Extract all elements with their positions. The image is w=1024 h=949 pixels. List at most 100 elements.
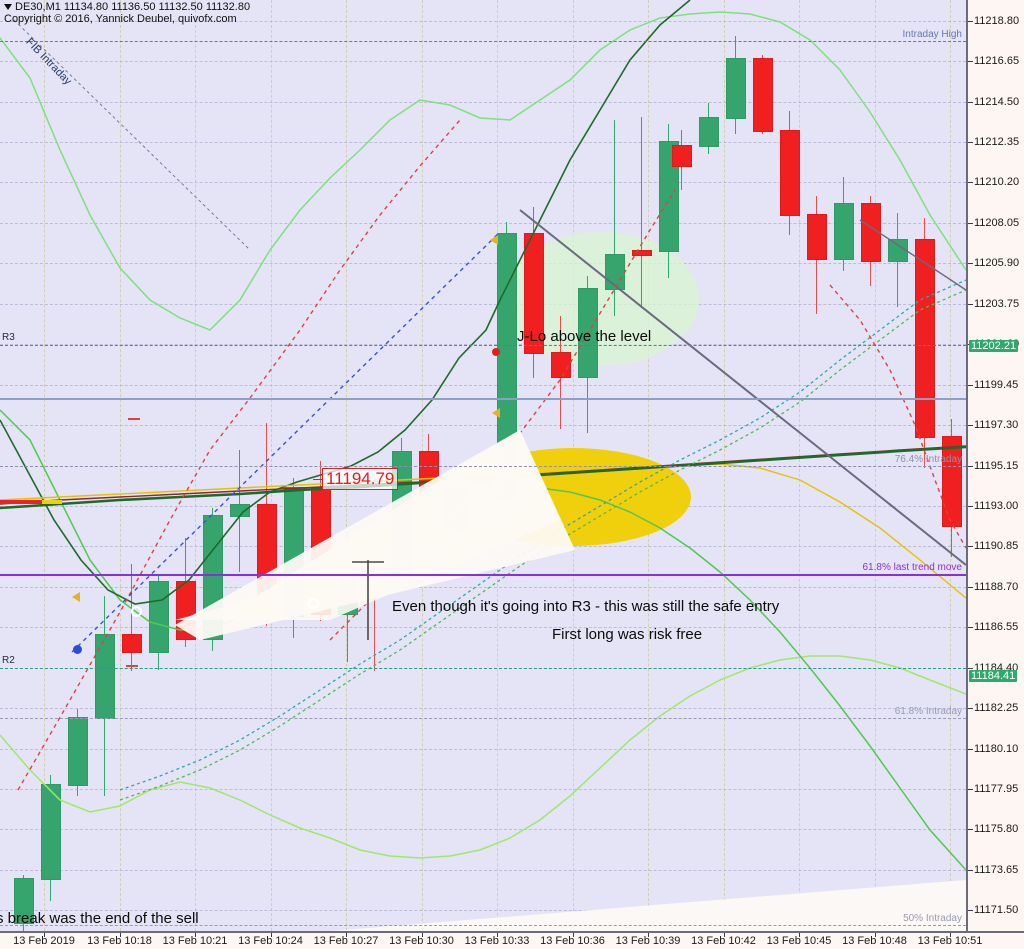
price-axis-label: 11180.10 bbox=[974, 742, 1019, 755]
price-axis-label: 11199.45 bbox=[974, 378, 1019, 391]
gridline-horizontal bbox=[0, 708, 966, 710]
time-axis-label: 13 Feb 10:27 bbox=[313, 935, 379, 947]
price-axis-label: 11173.65 bbox=[974, 863, 1019, 876]
gridline-horizontal bbox=[0, 910, 966, 912]
candlestick bbox=[915, 218, 935, 469]
annotation-risk-free: First long was risk free bbox=[552, 626, 703, 643]
gridline-horizontal bbox=[0, 586, 966, 588]
arrow-marker-1 bbox=[72, 592, 80, 602]
exit-dot-red bbox=[492, 348, 500, 356]
candle-body bbox=[753, 58, 773, 132]
price-axis-label: 11212.35 bbox=[974, 136, 1020, 148]
gridline-horizontal bbox=[0, 303, 966, 305]
price-axis-tick bbox=[968, 425, 973, 427]
price-axis-label: 11214.50 bbox=[974, 95, 1020, 108]
candle-body bbox=[699, 116, 719, 147]
candle-body bbox=[551, 351, 571, 379]
candlestick bbox=[659, 124, 679, 279]
time-axis[interactable]: 13 Feb 2019 13 Feb 10:18 13 Feb 10:21 13 Fe… bbox=[0, 931, 1024, 949]
price-axis-tick bbox=[968, 61, 973, 63]
level-line-last-trend bbox=[0, 574, 966, 576]
price-axis-tick bbox=[968, 384, 973, 386]
time-axis-tick bbox=[270, 933, 272, 937]
candle-body bbox=[659, 141, 679, 253]
candle-wick bbox=[614, 120, 615, 316]
price-axis-tick bbox=[968, 303, 973, 305]
candle-body bbox=[861, 203, 881, 262]
price-axis-label: 11195.15 bbox=[974, 459, 1019, 472]
order-dot-2 bbox=[308, 598, 319, 609]
price-axis-label: 11186.55 bbox=[974, 621, 1019, 634]
candlestick bbox=[14, 874, 34, 931]
price-badge: 11202.21 bbox=[969, 340, 1019, 352]
time-axis-label: 13 Feb 10:36 bbox=[540, 935, 605, 947]
price-axis-label: 11182.25 bbox=[974, 702, 1019, 715]
triangle-down-icon[interactable] bbox=[4, 4, 12, 11]
time-axis-tick bbox=[950, 933, 951, 937]
level-line-blue-level bbox=[0, 398, 966, 400]
price-axis-tick bbox=[968, 142, 973, 143]
price-axis-tick bbox=[968, 505, 973, 507]
candle-body bbox=[632, 250, 652, 256]
copyright-line: Copyright © 2016, Yannick Deubel, quivof… bbox=[4, 13, 237, 25]
chart-plot-area[interactable]: R3 R2 Intraday High 76.4% Intraday 61.8% las… bbox=[0, 0, 966, 931]
order-dot-1 bbox=[131, 606, 142, 617]
arrow-marker-2 bbox=[492, 408, 500, 418]
candlestick bbox=[122, 564, 142, 672]
gridline-horizontal bbox=[0, 263, 966, 265]
price-axis-tick bbox=[968, 869, 973, 871]
candlestick bbox=[861, 195, 881, 286]
time-axis-label: 13 Feb 10:21 bbox=[162, 935, 228, 947]
gridline-horizontal bbox=[0, 384, 966, 386]
candlestick bbox=[632, 116, 652, 309]
price-axis[interactable]: 11218.80 11216.65 11214.50 11212.35 11210.20… bbox=[966, 0, 1024, 931]
candle-body bbox=[780, 129, 800, 217]
envelope-upper-line bbox=[0, 11, 966, 331]
wedge-pattern-2 bbox=[300, 250, 520, 430]
gridline-horizontal bbox=[0, 627, 966, 629]
price-axis-label: 11171.50 bbox=[974, 904, 1019, 917]
price-axis-label: 11216.65 bbox=[974, 55, 1020, 68]
level-label-last-trend: 61.8% last trend move bbox=[862, 562, 963, 573]
time-axis-label: 13 Feb 10:30 bbox=[389, 935, 454, 947]
symbol-ohlc-line: DE30,M1 11134.80 11136.50 11132.50 11132… bbox=[4, 1, 250, 13]
annotation-safe-entry: Even though it's going into R3 - this wa… bbox=[392, 598, 780, 615]
candlestick bbox=[726, 35, 746, 134]
candle-body bbox=[942, 436, 962, 527]
price-axis-label: 11208.05 bbox=[974, 216, 1020, 229]
price-axis-tick bbox=[968, 20, 973, 22]
price-tag[interactable]: 11194.79 bbox=[313, 468, 399, 490]
gridline-horizontal bbox=[0, 222, 966, 224]
gridline-horizontal bbox=[0, 748, 966, 750]
level-label-intraday-high: Intraday High bbox=[902, 29, 962, 40]
price-axis-tick bbox=[968, 182, 973, 184]
gridline-horizontal bbox=[0, 182, 966, 184]
price-tag-value: 11194.79 bbox=[326, 469, 395, 488]
candle-body bbox=[14, 878, 34, 924]
time-axis-label: 13 Feb 10:33 bbox=[464, 935, 530, 947]
price-axis-tick bbox=[968, 708, 973, 710]
price-axis-label: 11188.70 bbox=[974, 580, 1019, 593]
price-axis-label: 11197.30 bbox=[974, 419, 1019, 432]
envelope-lower-line bbox=[0, 655, 966, 859]
candlestick bbox=[888, 212, 908, 307]
indicator-overlay bbox=[0, 0, 966, 931]
candlestick bbox=[41, 774, 61, 901]
price-axis-tick bbox=[968, 101, 973, 103]
order-dash-2 bbox=[128, 418, 140, 420]
level-line-R3 bbox=[0, 345, 966, 346]
level-line-R2 bbox=[0, 668, 966, 669]
gridline-horizontal bbox=[0, 829, 966, 831]
gridline-horizontal bbox=[0, 344, 966, 346]
time-axis-label: 13 Feb 10:42 bbox=[691, 935, 756, 947]
level-label-R3: R3 bbox=[2, 332, 15, 343]
time-axis-tick bbox=[421, 933, 423, 937]
price-axis-tick bbox=[968, 627, 973, 629]
gridline-horizontal bbox=[0, 20, 966, 22]
candlestick bbox=[551, 315, 571, 429]
level-line-fib-50 bbox=[0, 925, 966, 926]
gridline-horizontal bbox=[0, 101, 966, 103]
price-axis-label: 11175.80 bbox=[974, 823, 1019, 836]
price-axis-tick bbox=[968, 788, 973, 790]
